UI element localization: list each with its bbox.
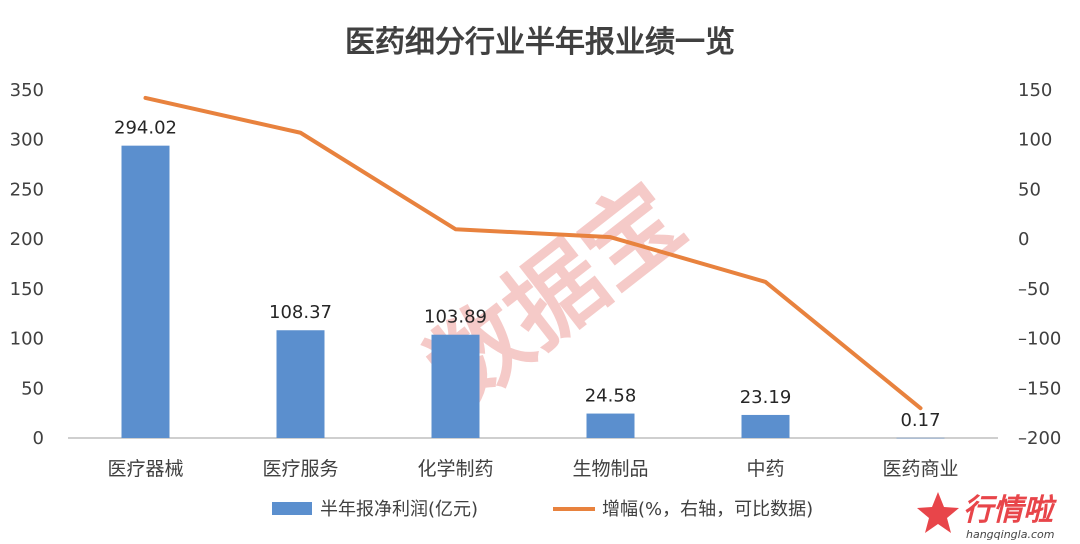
y-right-tick: –100 bbox=[1018, 329, 1061, 350]
legend-bar-label: 半年报净利润(亿元) bbox=[320, 499, 478, 520]
bar bbox=[276, 330, 325, 438]
y-left-tick: 350 bbox=[10, 80, 44, 101]
y-left-tick: 200 bbox=[10, 229, 44, 250]
y-right-tick: 50 bbox=[1018, 179, 1041, 200]
y-right-tick: –150 bbox=[1018, 378, 1061, 399]
x-category-label: 医药商业 bbox=[882, 458, 958, 480]
logo: 行情啦 hangqingla.com bbox=[917, 492, 1057, 541]
x-category-label: 医疗器械 bbox=[107, 458, 183, 480]
bar-data-label: 103.89 bbox=[424, 307, 487, 328]
star-icon bbox=[917, 492, 959, 533]
chart-title: 医药细分行业半年报业绩一览 bbox=[345, 25, 735, 60]
bar bbox=[121, 145, 170, 439]
bar-data-labels: 294.02 108.37 103.89 24.58 23.19 0.17 bbox=[114, 118, 941, 431]
bar bbox=[431, 334, 480, 438]
x-category-label: 化学制药 bbox=[417, 458, 493, 480]
y-left-tick: 50 bbox=[21, 378, 44, 399]
bar-data-label: 0.17 bbox=[900, 410, 940, 431]
y-left-tick: 250 bbox=[10, 179, 44, 200]
y-left-tick: 0 bbox=[33, 428, 44, 449]
x-category-label: 中药 bbox=[746, 458, 784, 480]
y-right-tick: 0 bbox=[1018, 229, 1029, 250]
legend-bar-swatch bbox=[272, 502, 312, 515]
bar-data-label: 108.37 bbox=[269, 302, 332, 323]
y-left-tick: 100 bbox=[10, 329, 44, 350]
line-series bbox=[143, 95, 923, 411]
bar bbox=[896, 437, 945, 439]
y-left-tick: 150 bbox=[10, 279, 44, 300]
bar bbox=[586, 413, 635, 438]
x-category-label: 医疗服务 bbox=[262, 458, 338, 480]
y-right-tick: 150 bbox=[1018, 80, 1052, 101]
bar-data-label: 294.02 bbox=[114, 118, 177, 139]
logo-url: hangqingla.com bbox=[966, 528, 1054, 541]
y-right-tick: –50 bbox=[1018, 279, 1050, 300]
y-right-tick: 100 bbox=[1018, 130, 1052, 151]
legend-line-label: 增幅(%，右轴，可比数据) bbox=[602, 499, 813, 520]
bar-series bbox=[121, 145, 945, 439]
logo-text: 行情啦 bbox=[963, 493, 1057, 528]
y-left-ticks: 0 50 100 150 200 250 300 350 bbox=[10, 80, 44, 449]
legend: 半年报净利润(亿元) 增幅(%，右轴，可比数据) bbox=[272, 499, 813, 520]
y-left-tick: 300 bbox=[10, 130, 44, 151]
x-category-labels: 医疗器械 医疗服务 化学制药 生物制品 中药 医药商业 bbox=[107, 458, 958, 480]
line-path bbox=[143, 95, 923, 411]
y-right-ticks: –200 –150 –100 –50 0 50 100 150 bbox=[1018, 80, 1061, 449]
bar-data-label: 24.58 bbox=[585, 386, 637, 407]
x-category-label: 生物制品 bbox=[572, 458, 648, 480]
bar-data-label: 23.19 bbox=[740, 387, 792, 408]
bar bbox=[741, 414, 790, 438]
y-right-tick: –200 bbox=[1018, 428, 1061, 449]
